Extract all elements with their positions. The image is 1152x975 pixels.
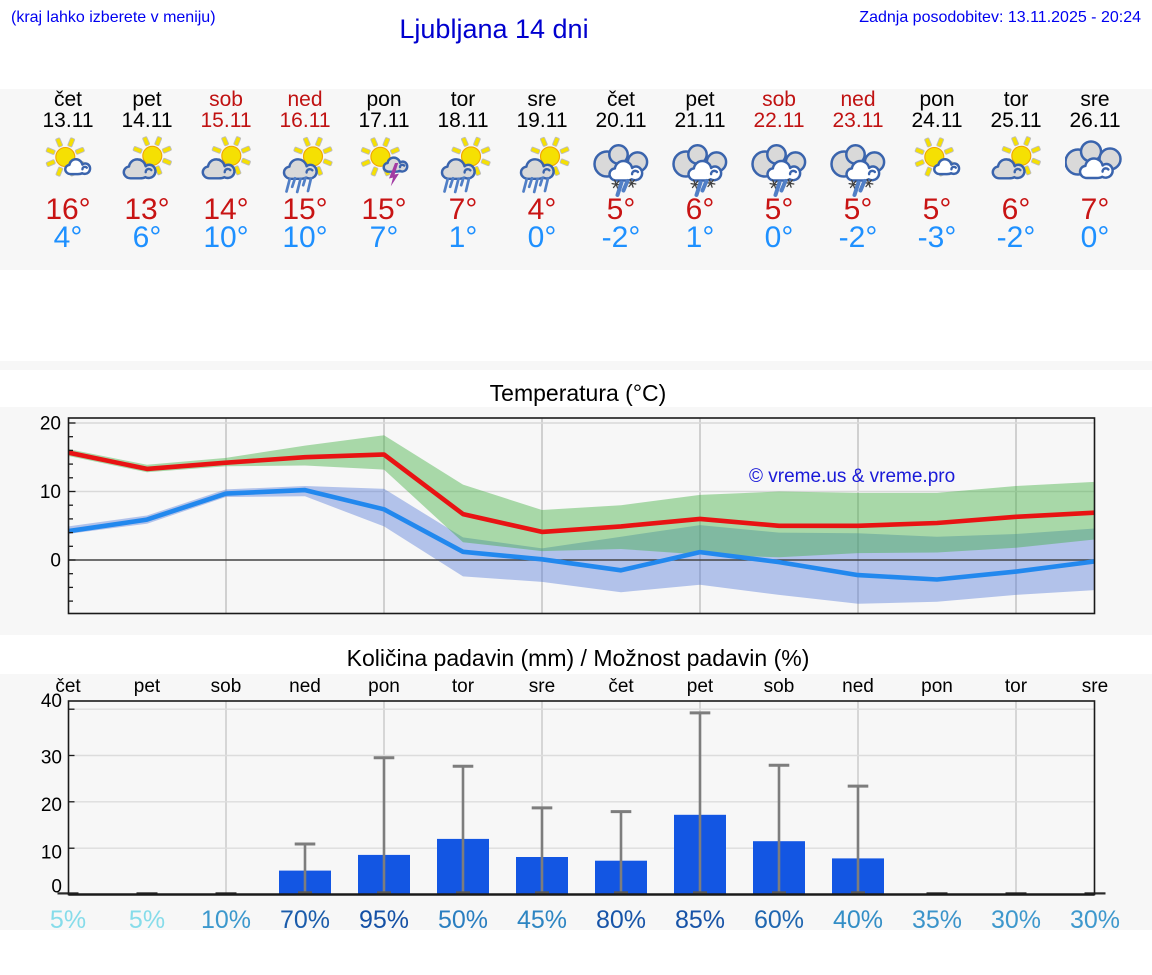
svg-text:50%: 50%	[438, 906, 488, 934]
svg-text:85%: 85%	[675, 906, 725, 934]
svg-text:0: 0	[50, 551, 61, 572]
svg-text:tor: tor	[1005, 676, 1028, 697]
svg-text:30: 30	[41, 748, 62, 769]
svg-text:čet: čet	[608, 676, 634, 697]
svg-text:70%: 70%	[280, 906, 330, 934]
svg-text:30%: 30%	[1070, 906, 1120, 934]
svg-text:40%: 40%	[833, 906, 883, 934]
svg-text:ned: ned	[842, 676, 874, 697]
svg-text:pon: pon	[921, 676, 953, 697]
svg-text:sob: sob	[211, 676, 242, 697]
svg-text:tor: tor	[452, 676, 475, 697]
svg-text:čet: čet	[55, 676, 81, 697]
svg-text:ned: ned	[289, 676, 321, 697]
svg-text:95%: 95%	[359, 906, 409, 934]
svg-text:45%: 45%	[517, 906, 567, 934]
svg-text:20: 20	[41, 795, 62, 816]
svg-text:35%: 35%	[912, 906, 962, 934]
svg-text:0: 0	[51, 877, 62, 898]
svg-text:5%: 5%	[129, 906, 165, 934]
svg-text:sre: sre	[529, 676, 555, 697]
svg-text:© vreme.us & vreme.pro: © vreme.us & vreme.pro	[749, 466, 955, 487]
svg-text:sob: sob	[764, 676, 795, 697]
svg-text:60%: 60%	[754, 906, 804, 934]
svg-text:5%: 5%	[50, 906, 86, 934]
svg-text:pon: pon	[368, 676, 400, 697]
svg-text:80%: 80%	[596, 906, 646, 934]
svg-text:sre: sre	[1082, 676, 1108, 697]
svg-text:pet: pet	[134, 676, 161, 697]
svg-text:20: 20	[40, 414, 61, 435]
svg-text:pet: pet	[687, 676, 714, 697]
svg-text:10: 10	[41, 843, 62, 864]
svg-text:10: 10	[40, 482, 61, 503]
svg-text:10%: 10%	[201, 906, 251, 934]
svg-text:30%: 30%	[991, 906, 1041, 934]
svg-text:40: 40	[41, 691, 62, 712]
